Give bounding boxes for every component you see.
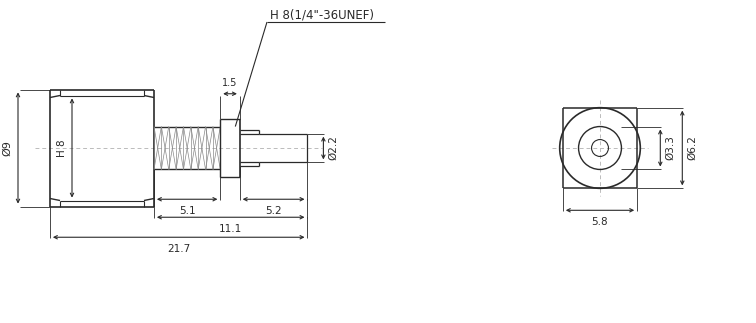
Text: 11.1: 11.1 <box>219 224 243 234</box>
Text: Ø3.3: Ø3.3 <box>665 136 675 161</box>
Text: 1.5: 1.5 <box>222 78 237 88</box>
Text: Ø9: Ø9 <box>2 140 12 156</box>
Text: 21.7: 21.7 <box>167 244 191 254</box>
Text: Ø2.2: Ø2.2 <box>328 136 339 161</box>
Text: H 8: H 8 <box>57 139 67 157</box>
Text: H 8(1/4"-36UNEF): H 8(1/4"-36UNEF) <box>270 9 374 22</box>
Text: 5.1: 5.1 <box>179 206 196 216</box>
Text: Ø6.2: Ø6.2 <box>687 136 697 161</box>
Text: 5.8: 5.8 <box>592 217 609 227</box>
Text: 5.2: 5.2 <box>265 206 282 216</box>
